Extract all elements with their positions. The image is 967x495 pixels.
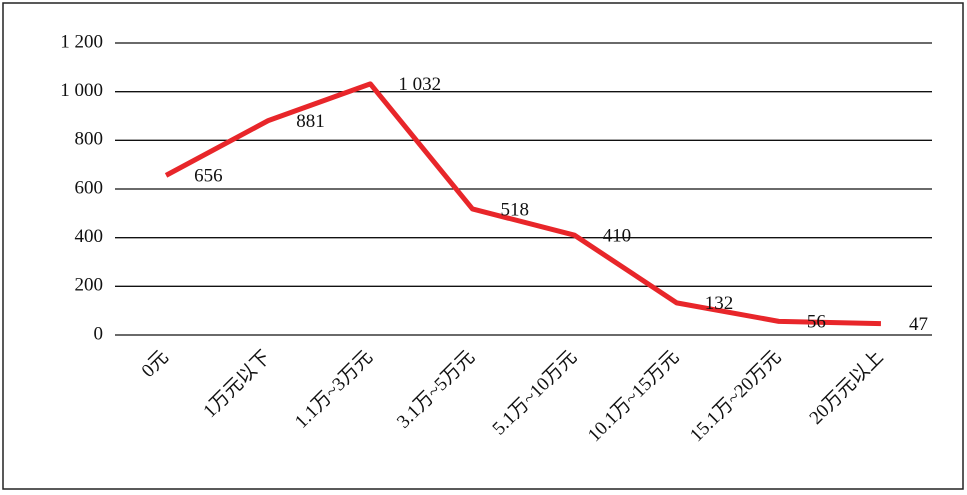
data-label: 1 032 bbox=[398, 74, 441, 95]
data-label: 47 bbox=[909, 314, 928, 335]
data-label: 410 bbox=[603, 226, 632, 247]
y-tick-label: 400 bbox=[75, 226, 104, 247]
y-tick-label: 800 bbox=[75, 129, 104, 150]
x-tick-label: 10.1万~15万元 bbox=[584, 347, 683, 446]
y-tick-label: 200 bbox=[75, 275, 104, 296]
data-label: 56 bbox=[807, 312, 826, 333]
y-tick-label: 600 bbox=[75, 177, 104, 198]
x-tick-label: 3.1万~5万元 bbox=[393, 347, 479, 433]
data-label: 881 bbox=[296, 111, 325, 132]
y-tick-label: 0 bbox=[94, 323, 104, 344]
x-tick-label: 5.1万~10万元 bbox=[489, 347, 582, 440]
x-tick-label: 1万元以下 bbox=[199, 347, 274, 422]
x-tick-label: 0元 bbox=[138, 347, 173, 382]
x-tick-label: 1.1万~3万元 bbox=[291, 347, 377, 433]
x-tick-label: 15.1万~20万元 bbox=[686, 347, 785, 446]
line bbox=[164, 81, 881, 327]
y-tick-label: 1 000 bbox=[60, 80, 103, 101]
data-label: 132 bbox=[705, 293, 734, 314]
x-tick-label: 20万元以上 bbox=[805, 346, 888, 429]
data-label: 656 bbox=[194, 166, 223, 187]
data-label: 518 bbox=[500, 199, 529, 220]
y-tick-label: 1 200 bbox=[60, 31, 103, 52]
